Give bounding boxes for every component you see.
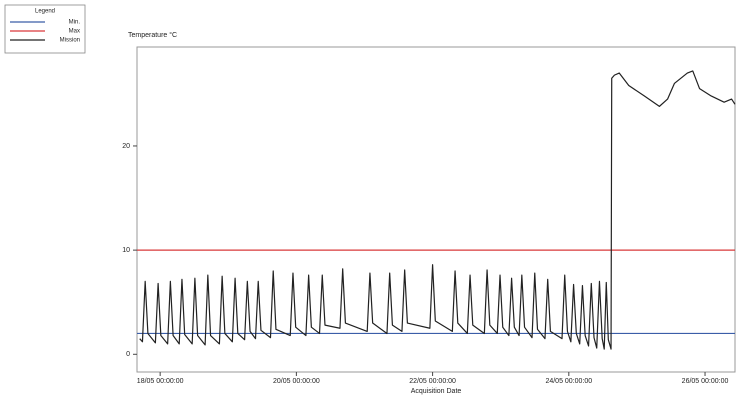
legend-label: Max: [69, 29, 80, 35]
y-tick-label: 20: [122, 143, 130, 150]
plot-frame: [136, 46, 736, 373]
y-tick-label: 10: [122, 247, 130, 254]
legend-box: [4, 4, 86, 54]
legend-label: Mission: [60, 38, 80, 44]
x-tick-label: 18/05 00:00:00: [137, 378, 184, 385]
data-line: [139, 70, 736, 350]
y-tick-label: 0: [126, 351, 130, 358]
legend-title: Legend: [35, 9, 55, 15]
chart-title: Temperature °C: [128, 31, 177, 39]
x-tick-label: 24/05 00:00:00: [545, 378, 592, 385]
x-tick-label: 20/05 00:00:00: [273, 378, 320, 385]
x-tick-label: 26/05 00:00:00: [682, 378, 729, 385]
legend-label: Min.: [69, 20, 81, 26]
x-tick-label: 22/05 00:00:00: [409, 378, 456, 385]
x-axis-label: Acquisition Date: [411, 388, 462, 395]
